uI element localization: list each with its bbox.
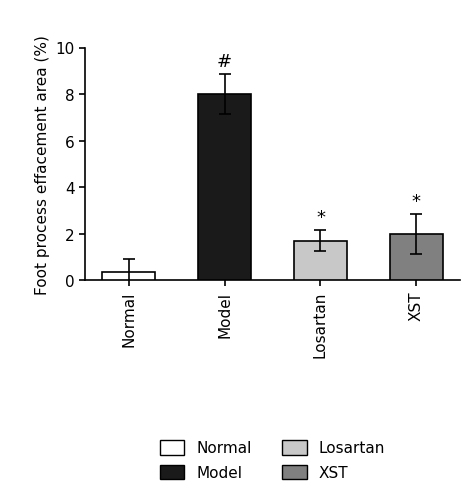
- Text: *: *: [316, 209, 325, 227]
- Y-axis label: Foot process effacement area (%): Foot process effacement area (%): [35, 35, 50, 294]
- Text: *: *: [412, 192, 421, 211]
- Bar: [390, 234, 443, 281]
- Legend: Normal, Model, Losartan, XST: Normal, Model, Losartan, XST: [152, 432, 393, 484]
- Bar: [102, 272, 155, 281]
- Bar: [198, 95, 251, 281]
- Text: #: #: [217, 53, 232, 71]
- Bar: [294, 241, 347, 281]
